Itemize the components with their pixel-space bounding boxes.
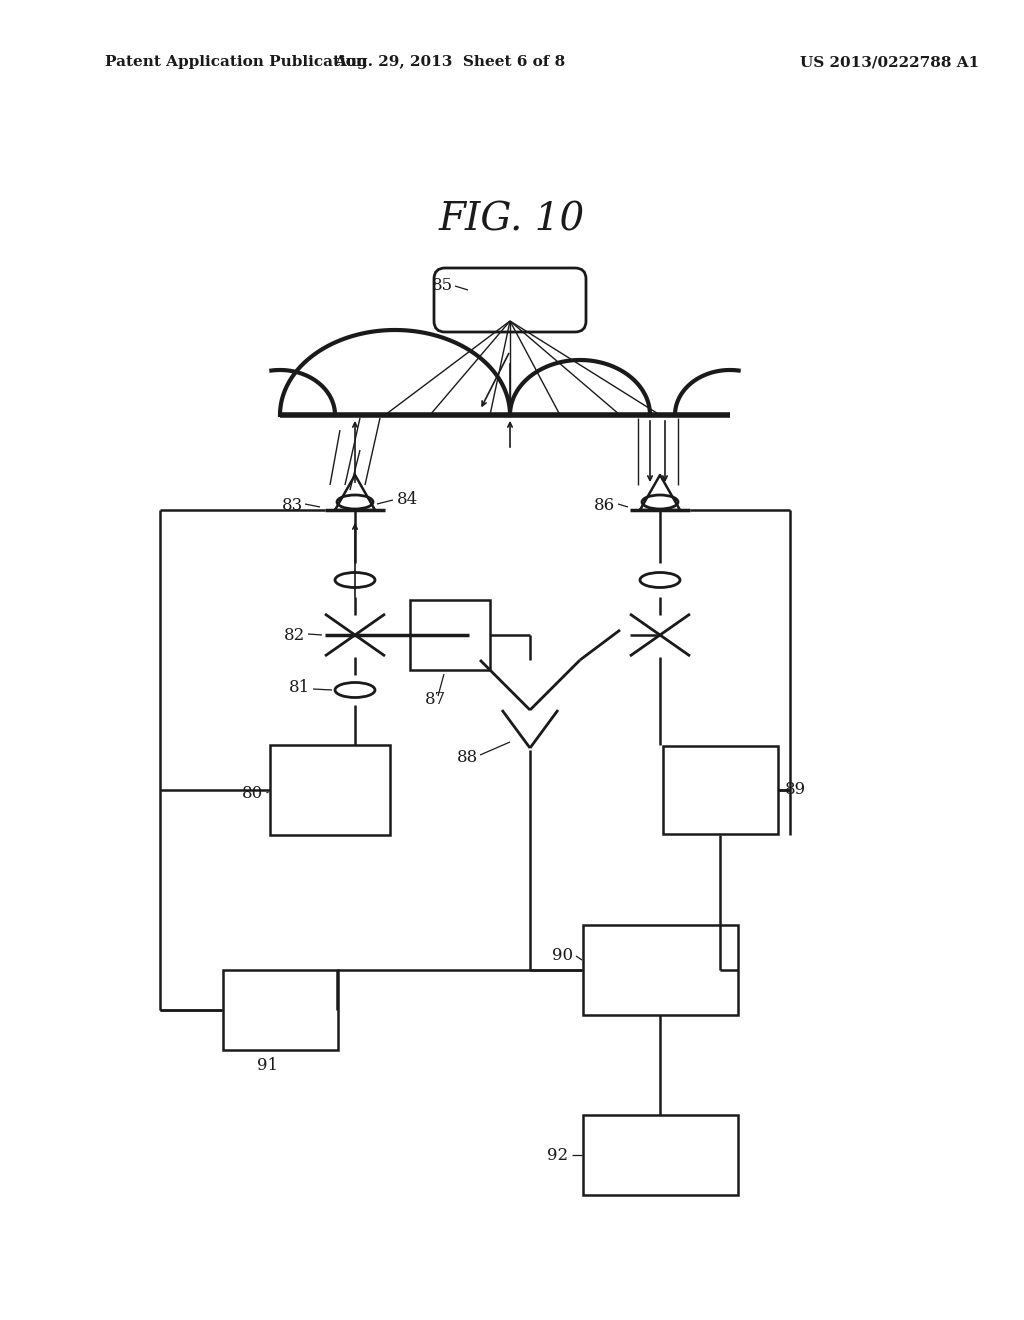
Bar [663, 746, 777, 834]
FancyBboxPatch shape [434, 268, 586, 333]
Ellipse shape [642, 495, 678, 510]
Text: 91: 91 [257, 1056, 279, 1073]
Text: 85: 85 [432, 276, 453, 293]
Text: Aug. 29, 2013  Sheet 6 of 8: Aug. 29, 2013 Sheet 6 of 8 [335, 55, 565, 69]
Ellipse shape [337, 495, 373, 510]
Text: 80: 80 [242, 784, 263, 801]
Bar [270, 744, 390, 836]
Ellipse shape [335, 573, 375, 587]
Ellipse shape [640, 573, 680, 587]
Text: Patent Application Publication: Patent Application Publication [105, 55, 367, 69]
Bar [410, 601, 490, 671]
Text: 88: 88 [457, 750, 478, 767]
Text: FIG. 10: FIG. 10 [439, 202, 585, 239]
Text: 89: 89 [785, 781, 806, 799]
Text: 83: 83 [282, 496, 303, 513]
Text: 90: 90 [552, 946, 573, 964]
Text: 84: 84 [397, 491, 418, 508]
Bar [583, 925, 737, 1015]
Text: 92: 92 [547, 1147, 568, 1163]
Bar [222, 970, 338, 1049]
Text: 82: 82 [284, 627, 305, 644]
Text: 81: 81 [289, 680, 310, 697]
Bar [583, 1115, 737, 1195]
Text: 86: 86 [594, 496, 615, 513]
Ellipse shape [335, 682, 375, 697]
Text: US 2013/0222788 A1: US 2013/0222788 A1 [801, 55, 980, 69]
Text: 87: 87 [424, 692, 445, 709]
